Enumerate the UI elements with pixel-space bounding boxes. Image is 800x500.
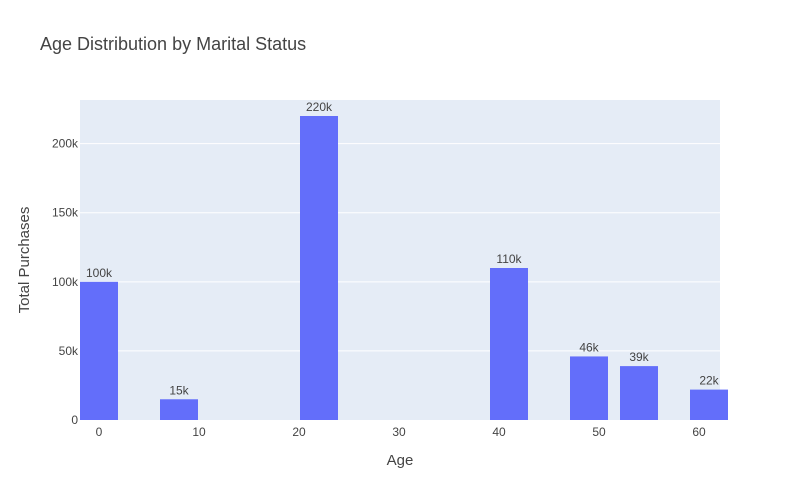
y-axis-ticks: 0 50k 100k 150k 200k xyxy=(52,137,79,427)
x-axis-ticks: 0 10 20 30 40 50 60 xyxy=(96,425,706,439)
bar xyxy=(80,281,118,420)
bar-value-label: 15k xyxy=(169,383,189,397)
bar xyxy=(160,399,198,420)
bar xyxy=(490,268,528,420)
x-tick-label: 50 xyxy=(592,425,606,439)
y-tick-label: 200k xyxy=(52,137,79,151)
bar-value-label: 46k xyxy=(579,340,599,354)
y-gridlines xyxy=(80,143,720,352)
bar-value-label: 100k xyxy=(86,266,113,280)
x-axis-label: Age xyxy=(387,452,414,469)
bar-value-label: 22k xyxy=(699,374,719,388)
plot-area xyxy=(80,100,720,420)
bar xyxy=(570,356,608,420)
bar-value-labels: 100k 15k 220k 110k 46k 39k 22k xyxy=(86,100,720,397)
x-tick-label: 40 xyxy=(492,425,506,439)
bar-value-label: 39k xyxy=(629,350,649,364)
bar xyxy=(620,366,658,420)
y-tick-label: 150k xyxy=(52,206,79,220)
bar xyxy=(300,116,338,421)
y-tick-label: 0 xyxy=(71,413,78,427)
y-tick-label: 100k xyxy=(52,275,79,289)
y-axis-label: Total Purchases xyxy=(16,207,33,314)
y-tick-label: 50k xyxy=(59,344,79,358)
x-tick-label: 0 xyxy=(96,425,103,439)
x-tick-label: 30 xyxy=(392,425,406,439)
bar xyxy=(690,389,728,420)
x-tick-label: 10 xyxy=(192,425,206,439)
x-tick-label: 60 xyxy=(692,425,706,439)
chart-title: Age Distribution by Marital Status xyxy=(40,34,306,54)
bar-value-label: 220k xyxy=(306,100,333,114)
bars xyxy=(80,116,728,421)
bar-value-label: 110k xyxy=(496,252,522,266)
x-tick-label: 20 xyxy=(292,425,306,439)
